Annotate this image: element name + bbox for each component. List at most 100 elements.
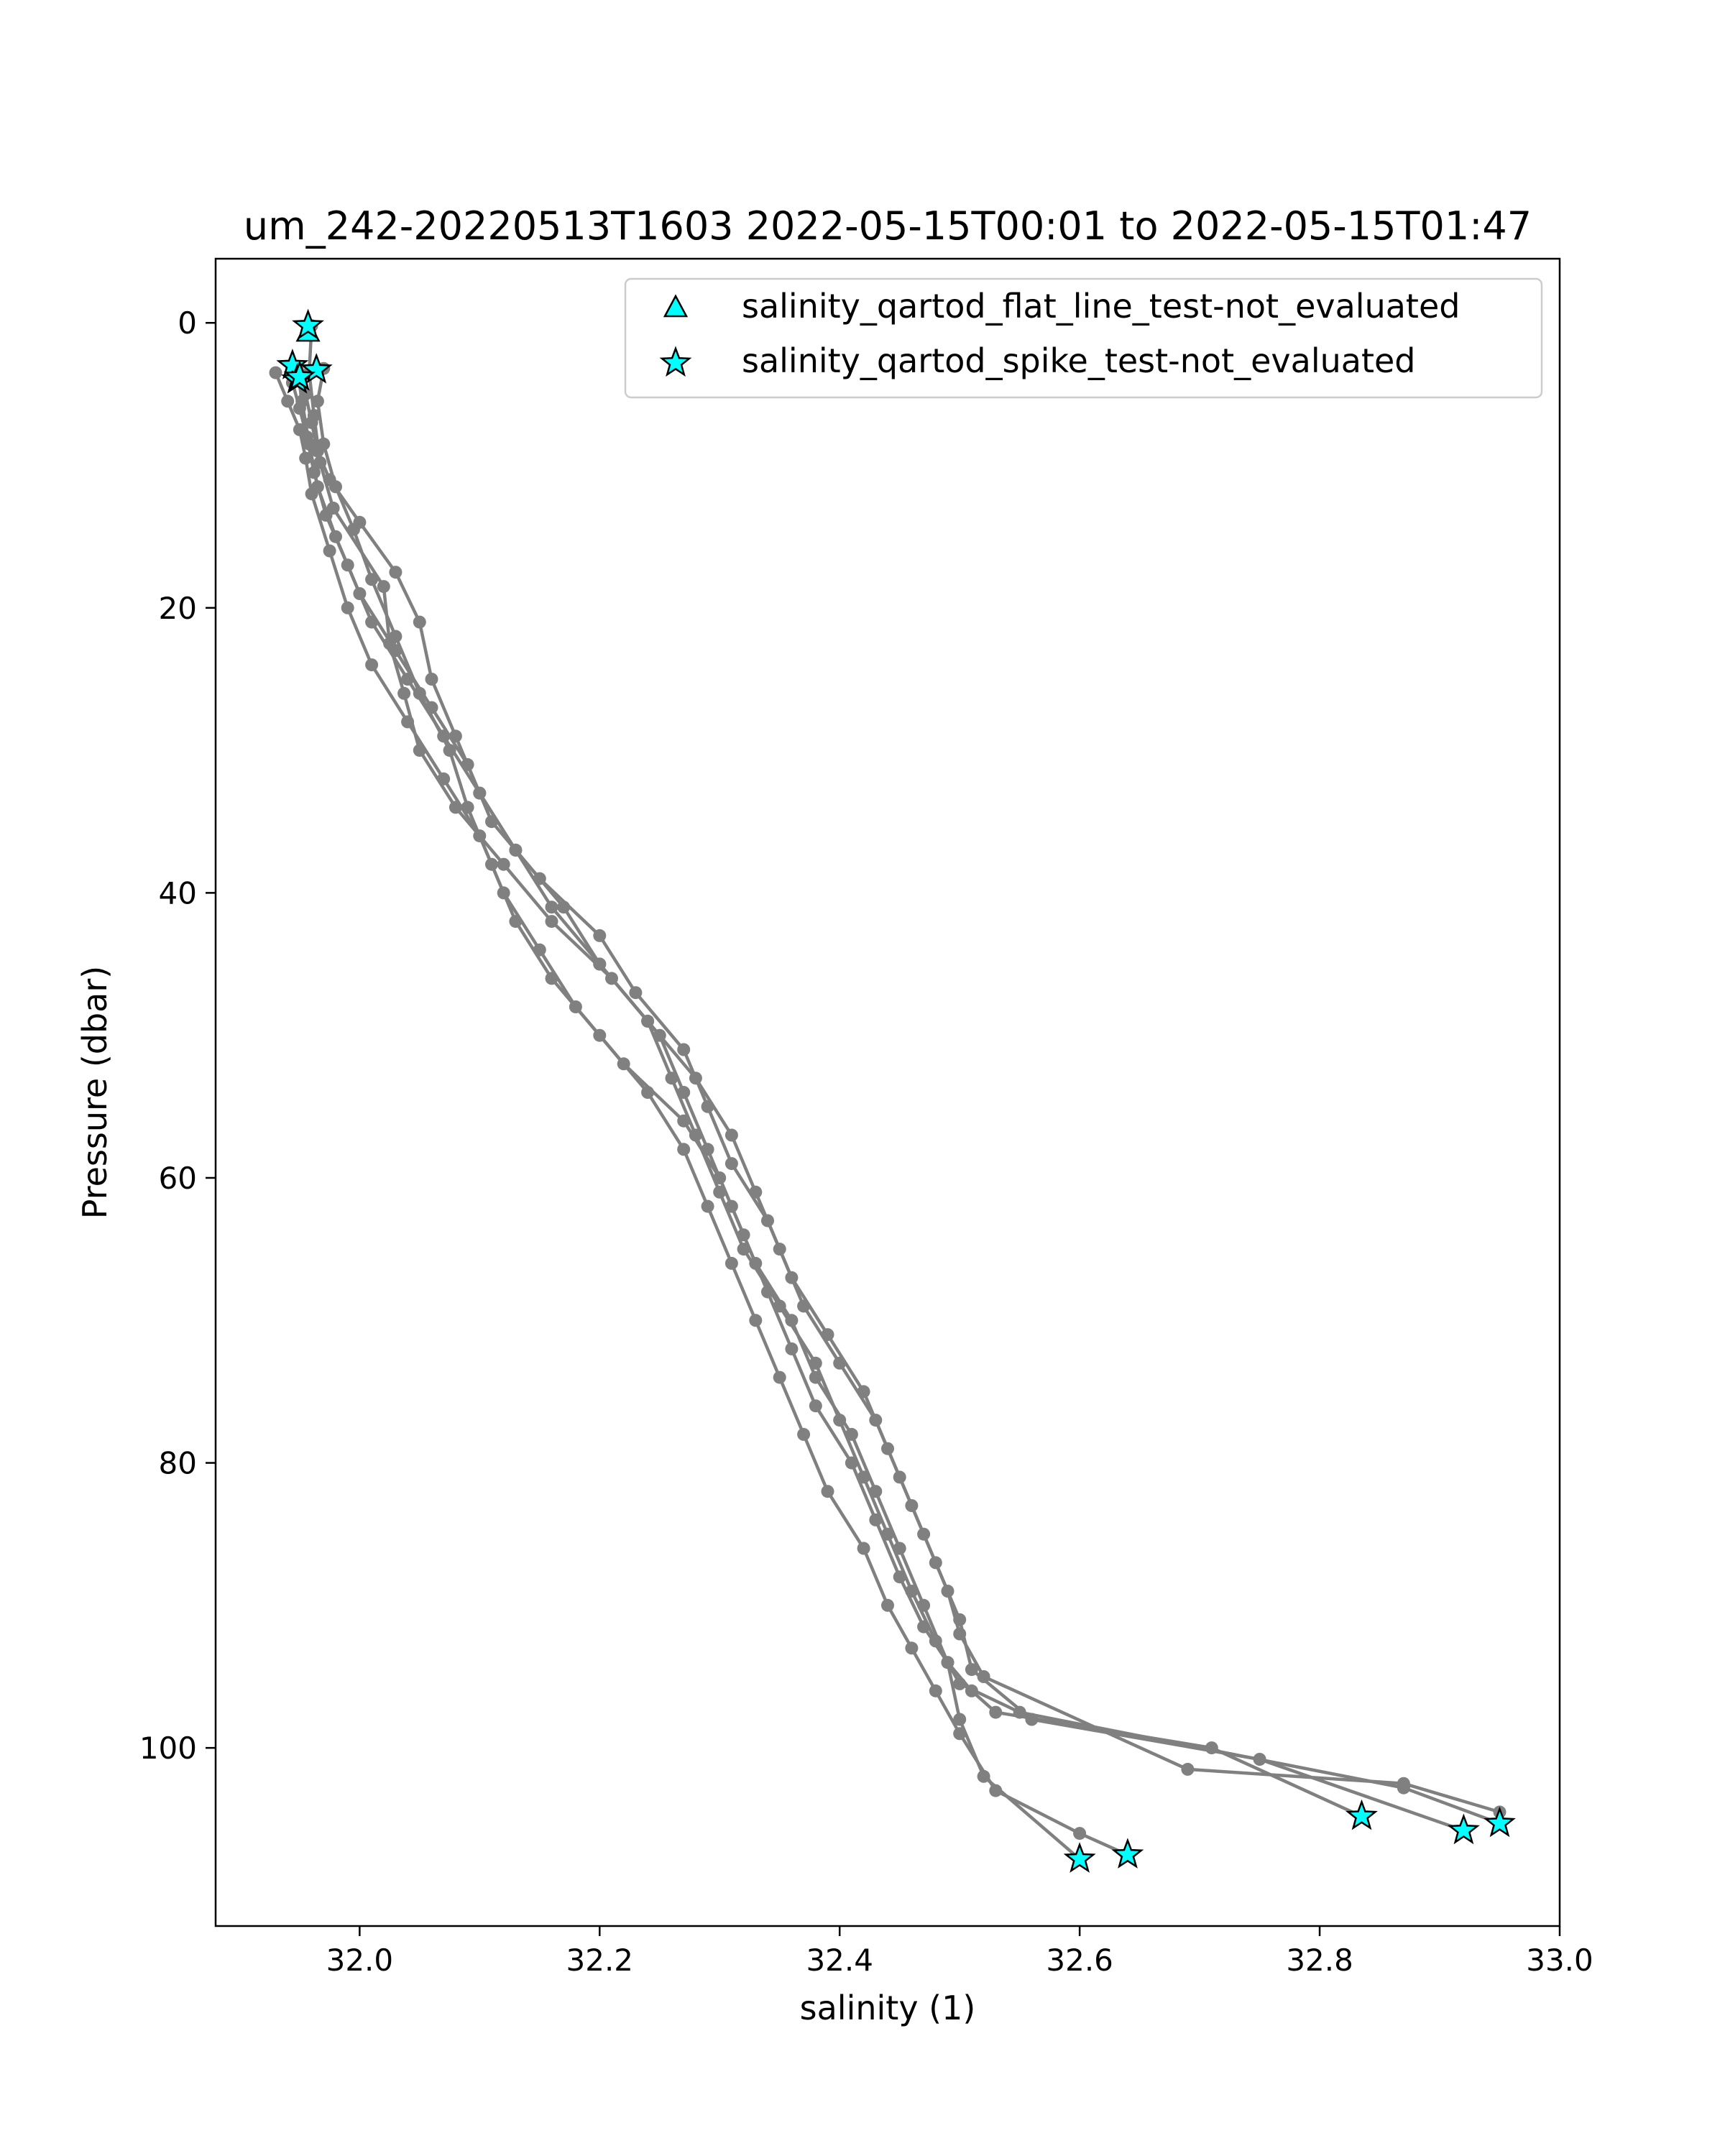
profile-point xyxy=(857,1542,870,1555)
y-tick-label: 80 xyxy=(159,1446,197,1481)
profile-point xyxy=(1073,1827,1087,1841)
profile-point xyxy=(365,658,379,672)
profile-point xyxy=(497,886,510,900)
profile-point xyxy=(569,1000,582,1013)
profile-point xyxy=(353,515,367,529)
profile-point xyxy=(833,1356,847,1370)
spike-not-evaluated-marker xyxy=(1111,1838,1144,1869)
profile-point xyxy=(917,1620,931,1634)
profile-point xyxy=(323,544,336,558)
x-axis-ticks: 32.0 32.2 32.4 32.6 32.8 33.0 xyxy=(326,1926,1593,1978)
profile-point xyxy=(893,1570,906,1584)
profile-point xyxy=(773,1243,786,1256)
profile-point xyxy=(389,630,402,643)
profile-point xyxy=(545,915,558,929)
y-axis-ticks: 0 20 40 60 80 100 xyxy=(139,305,216,1766)
profile-point xyxy=(473,829,487,843)
profile-point xyxy=(425,673,438,686)
profile-point xyxy=(761,1285,774,1299)
profile-point xyxy=(509,843,523,857)
profile-point xyxy=(341,601,354,614)
profile-point xyxy=(893,1470,906,1484)
spike-not-evaluated-marker xyxy=(1484,1806,1516,1838)
profile-point xyxy=(437,772,451,786)
profile-line-5 xyxy=(274,372,1363,1818)
legend-box xyxy=(624,277,1543,399)
y-tick-label: 100 xyxy=(139,1731,197,1766)
profile-point xyxy=(737,1228,750,1242)
spike-not-evaluated-marker xyxy=(292,308,324,340)
profile-point xyxy=(797,1299,811,1313)
profile-point xyxy=(341,558,354,572)
profile-point xyxy=(749,1314,763,1327)
profile-point xyxy=(797,1427,811,1441)
plot-frame xyxy=(214,257,1561,1927)
profile-point xyxy=(724,1256,738,1270)
profile-point xyxy=(881,1598,894,1612)
profile-point xyxy=(724,1128,738,1142)
profile-point xyxy=(557,900,571,914)
profile-point xyxy=(305,416,318,429)
profile-point xyxy=(833,1414,847,1427)
profile-point xyxy=(809,1399,822,1413)
profile-point xyxy=(413,615,426,629)
profile-point xyxy=(593,957,607,971)
profile-point xyxy=(953,1727,967,1741)
profile-point xyxy=(443,744,456,757)
profile-point xyxy=(293,402,306,415)
profile-point xyxy=(953,1713,967,1726)
profile-point xyxy=(869,1513,883,1526)
legend-label-flat-line: salinity_qartod_flat_line_test-not_evalu… xyxy=(742,287,1460,326)
profile-point xyxy=(845,1456,858,1470)
chart-title: um_242-20220513T1603 2022-05-15T00:01 to… xyxy=(244,203,1532,249)
profile-point xyxy=(545,900,558,914)
y-tick-label: 0 xyxy=(178,305,197,341)
x-tick-label: 32.2 xyxy=(566,1943,634,1978)
x-tick-label: 32.4 xyxy=(806,1943,873,1978)
spike-not-evaluated-marker xyxy=(283,360,316,391)
profile-point xyxy=(377,580,390,594)
profile-point xyxy=(701,1199,714,1213)
y-tick-label: 40 xyxy=(159,875,197,911)
profile-point xyxy=(593,929,607,942)
profile-point xyxy=(365,615,379,629)
profile-point xyxy=(299,451,313,465)
y-tick-label: 20 xyxy=(159,591,197,626)
profile-point xyxy=(953,1627,967,1641)
y-axis-label: Pressure (dbar) xyxy=(75,966,114,1219)
profile-point xyxy=(941,1585,954,1598)
x-tick-label: 32.6 xyxy=(1046,1943,1113,1978)
profile-point xyxy=(497,857,510,871)
profile-point xyxy=(281,395,295,408)
profile-point xyxy=(389,566,402,579)
profile-point xyxy=(413,686,426,700)
profile-point xyxy=(785,1342,799,1355)
profile-point xyxy=(397,686,411,700)
profile-point xyxy=(965,1684,978,1697)
profile-point xyxy=(310,395,324,408)
legend-triangle-marker xyxy=(663,294,689,318)
profile-point xyxy=(749,1185,763,1199)
marker-layer xyxy=(276,308,1516,1873)
profile-point xyxy=(677,1043,691,1056)
profile-point xyxy=(917,1527,931,1541)
spike-not-evaluated-marker xyxy=(300,353,333,384)
profile-point xyxy=(869,1414,883,1427)
profile-point xyxy=(307,466,321,479)
profile-point xyxy=(677,1143,691,1156)
spike-not-evaluated-marker xyxy=(1448,1813,1480,1845)
profile-point xyxy=(665,1072,678,1085)
profile-point xyxy=(977,1670,990,1683)
profile-point xyxy=(989,1784,1003,1797)
profile-point xyxy=(809,1356,822,1370)
profile-point xyxy=(401,715,415,729)
legend: salinity_qartod_flat_line_test-not_evalu… xyxy=(624,277,1543,399)
x-tick-label: 32.0 xyxy=(326,1943,394,1978)
profile-point xyxy=(617,1057,630,1071)
profile-point xyxy=(641,1014,655,1028)
x-axis-label: salinity (1) xyxy=(800,1989,976,2027)
profile-point xyxy=(1205,1741,1218,1755)
profile-point xyxy=(448,729,462,743)
profile-point xyxy=(677,1114,691,1128)
